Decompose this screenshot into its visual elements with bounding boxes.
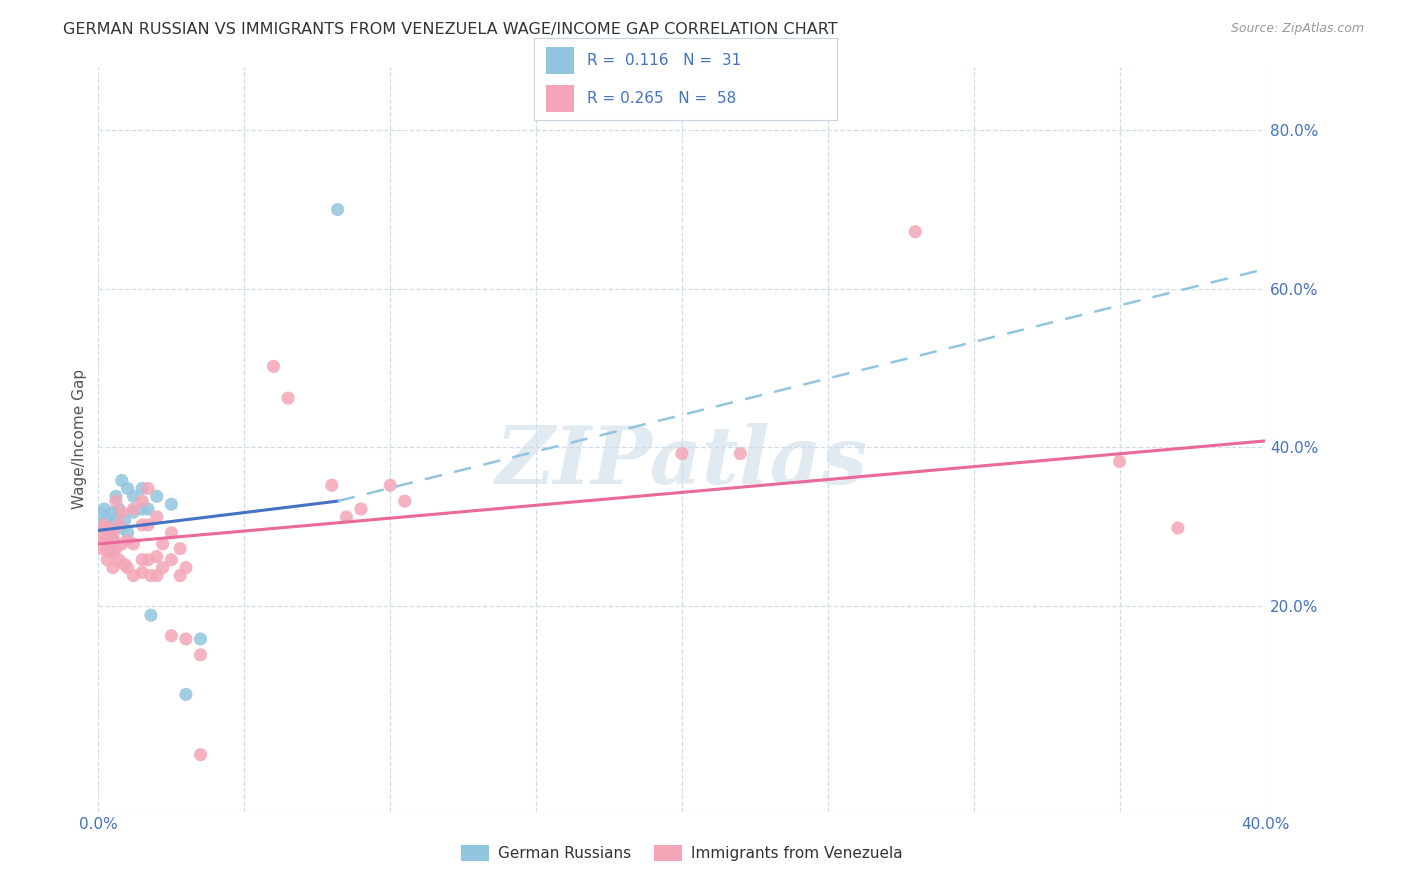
Point: [93, 533, 115, 548]
Point: [90, 529, 112, 543]
Point: [108, 517, 131, 532]
Point: [104, 513, 127, 527]
Point: [96, 529, 118, 543]
Point: [335, 510, 357, 524]
Point: [122, 568, 145, 582]
Point: [98, 517, 121, 532]
Point: [108, 502, 131, 516]
Point: [111, 537, 134, 551]
Point: [671, 446, 693, 460]
Point: [122, 489, 145, 503]
Point: [117, 533, 139, 548]
Point: [117, 560, 139, 574]
Text: GERMAN RUSSIAN VS IMMIGRANTS FROM VENEZUELA WAGE/INCOME GAP CORRELATION CHART: GERMAN RUSSIAN VS IMMIGRANTS FROM VENEZU…: [63, 22, 838, 37]
Point: [146, 568, 169, 582]
Point: [160, 525, 183, 540]
Point: [136, 502, 159, 516]
Bar: [547, 46, 574, 74]
Point: [131, 517, 153, 532]
Point: [117, 525, 139, 540]
Point: [104, 541, 127, 556]
Point: [90, 519, 112, 533]
Point: [98, 529, 121, 543]
Point: [108, 553, 131, 567]
Point: [146, 489, 169, 503]
Point: [93, 521, 115, 535]
Point: [122, 537, 145, 551]
Point: [730, 446, 752, 460]
Point: [277, 391, 299, 405]
Point: [190, 747, 212, 762]
Point: [174, 560, 197, 574]
Point: [152, 537, 174, 551]
Point: [101, 533, 124, 548]
Text: R =  0.116   N =  31: R = 0.116 N = 31: [588, 53, 741, 68]
Point: [114, 558, 136, 572]
Point: [190, 632, 212, 646]
Point: [117, 482, 139, 496]
Point: [136, 553, 159, 567]
Point: [111, 474, 134, 488]
Point: [104, 494, 127, 508]
Point: [131, 553, 153, 567]
Point: [98, 545, 121, 559]
Point: [131, 566, 153, 580]
Point: [152, 560, 174, 574]
Point: [169, 541, 191, 556]
Point: [139, 568, 162, 582]
Point: [104, 489, 127, 503]
Legend: German Russians, Immigrants from Venezuela: German Russians, Immigrants from Venezue…: [456, 839, 908, 867]
Point: [101, 560, 124, 574]
Point: [122, 505, 145, 519]
Point: [380, 478, 402, 492]
Point: [321, 478, 343, 492]
Point: [111, 505, 134, 519]
Point: [96, 541, 118, 556]
Point: [160, 497, 183, 511]
Point: [111, 521, 134, 535]
Point: [93, 517, 115, 532]
Point: [96, 541, 118, 556]
Point: [350, 502, 373, 516]
Point: [90, 541, 112, 556]
Point: [146, 549, 169, 564]
Point: [394, 494, 416, 508]
Point: [174, 688, 197, 702]
Point: [131, 502, 153, 516]
Point: [146, 510, 169, 524]
Point: [101, 505, 124, 519]
Point: [98, 525, 121, 540]
Text: R = 0.265   N =  58: R = 0.265 N = 58: [588, 91, 737, 106]
Point: [131, 482, 153, 496]
Point: [114, 513, 136, 527]
Text: ZIPatlas: ZIPatlas: [496, 423, 868, 500]
Point: [160, 629, 183, 643]
Point: [139, 608, 162, 623]
Point: [190, 648, 212, 662]
Point: [101, 521, 124, 535]
Point: [96, 553, 118, 567]
Y-axis label: Wage/Income Gap: Wage/Income Gap: [72, 369, 87, 509]
Point: [101, 545, 124, 559]
Point: [96, 513, 118, 527]
Point: [1108, 454, 1130, 468]
Point: [326, 202, 349, 217]
Point: [122, 502, 145, 516]
Point: [1167, 521, 1189, 535]
Text: Source: ZipAtlas.com: Source: ZipAtlas.com: [1230, 22, 1364, 36]
Bar: [547, 85, 574, 112]
Point: [262, 359, 284, 374]
Point: [90, 508, 112, 522]
Point: [169, 568, 191, 582]
Point: [101, 529, 124, 543]
Point: [174, 632, 197, 646]
Point: [904, 225, 927, 239]
Point: [160, 553, 183, 567]
Point: [136, 517, 159, 532]
Point: [131, 494, 153, 508]
Point: [93, 502, 115, 516]
Point: [136, 482, 159, 496]
Point: [96, 521, 118, 535]
